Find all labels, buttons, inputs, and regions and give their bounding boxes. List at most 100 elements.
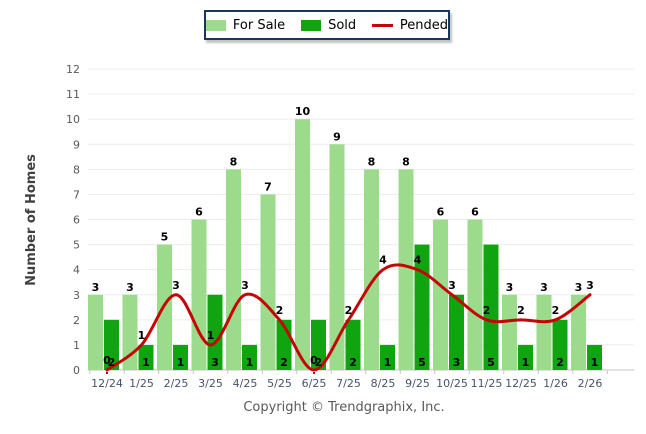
for-sale-bar [260, 194, 276, 370]
x-tick-label: 6/25 [302, 377, 327, 390]
for-sale-value-label: 6 [471, 206, 479, 219]
sold-swatch [301, 19, 322, 31]
sold-bar [552, 319, 568, 370]
x-tick-label: 11/25 [471, 377, 503, 390]
sold-value-label: 1 [591, 356, 599, 369]
pended-line-swatch [372, 23, 393, 27]
sold-value-label: 2 [315, 356, 323, 369]
x-axis-ticks [89, 370, 608, 374]
pended-value-label: 2 [276, 304, 284, 317]
for-sale-swatch [206, 19, 226, 31]
for-sale-value-label: 7 [264, 180, 272, 193]
sold-value-label: 3 [211, 356, 219, 369]
pended-value-label: 3 [241, 279, 249, 292]
sold-bar [380, 344, 395, 370]
sold-value-label: 5 [487, 356, 495, 369]
sold-bar [449, 294, 464, 370]
pended-zero-marker [313, 372, 315, 374]
sold-bar [104, 319, 119, 370]
sold-value-label: 1 [246, 356, 254, 369]
x-tick-label: 9/25 [405, 377, 430, 390]
pended-value-label: 0 [103, 354, 111, 367]
y-tick-label: 7 [73, 188, 80, 201]
for-sale-bar [433, 219, 448, 370]
sold-value-label: 1 [522, 356, 530, 369]
x-tick-label: 5/25 [267, 377, 292, 390]
pended-value-label: 3 [172, 279, 180, 292]
for-sale-bar [536, 294, 552, 370]
pended-value-label: 4 [414, 254, 422, 267]
chart-canvas: Number of Homes 012345678910111232031151… [24, 63, 634, 390]
x-tick-label: 10/25 [436, 377, 468, 390]
x-tick-label: 1/26 [543, 377, 568, 390]
for-sale-bar [467, 219, 483, 370]
sold-bar [173, 344, 188, 370]
sold-value-label: 1 [177, 356, 185, 369]
for-sale-bar [571, 294, 586, 370]
y-tick-label: 3 [73, 289, 80, 302]
pended-value-label: 1 [207, 329, 215, 342]
for-sale-value-label: 10 [295, 105, 311, 118]
sold-value-label: 2 [556, 356, 564, 369]
sold-bars [104, 244, 602, 370]
y-tick-label: 8 [73, 163, 80, 176]
for-sale-bars [88, 119, 586, 371]
y-tick-label: 1 [73, 339, 80, 352]
sold-bar [414, 244, 430, 370]
y-tick-label: 5 [73, 239, 80, 252]
y-tick-label: 0 [73, 364, 80, 377]
legend-label-pended: Pended [399, 17, 449, 33]
sold-bar [242, 344, 257, 370]
pended-value-label: 3 [448, 279, 456, 292]
y-tick-label: 12 [66, 63, 80, 76]
for-sale-value-label: 8 [368, 155, 376, 168]
pended-zero-marker [106, 372, 108, 374]
for-sale-value-label: 3 [506, 281, 514, 294]
for-sale-bar [364, 169, 379, 370]
sold-bar [345, 319, 361, 370]
sold-bar [587, 344, 602, 370]
for-sale-value-label: 5 [161, 231, 169, 244]
x-tick-label: 1/25 [129, 377, 154, 390]
pended-value-label: 4 [379, 254, 387, 267]
y-tick-label: 6 [73, 214, 80, 227]
for-sale-bar [226, 169, 241, 370]
y-tick-label: 10 [66, 113, 80, 126]
x-tick-label: 12/25 [505, 377, 537, 390]
pended-value-label: 2 [517, 304, 525, 317]
for-sale-bar [502, 294, 517, 370]
x-tick-label: 4/25 [233, 377, 258, 390]
sold-value-label: 3 [453, 356, 461, 369]
for-sale-value-label: 9 [333, 130, 341, 143]
for-sale-bar [398, 169, 414, 370]
x-tick-label: 12/24 [91, 377, 123, 390]
x-tick-label: 7/25 [336, 377, 361, 390]
for-sale-value-label: 3 [92, 281, 100, 294]
pended-value-label: 3 [586, 279, 594, 292]
pended-line-path [105, 263, 592, 372]
for-sale-value-label: 3 [575, 281, 583, 294]
y-tick-label: 9 [73, 138, 80, 151]
for-sale-bar [329, 144, 345, 370]
for-sale-value-label: 8 [230, 155, 238, 168]
pended-line [105, 263, 592, 374]
y-tick-label: 4 [73, 264, 80, 277]
sold-bar [483, 244, 499, 370]
legend-label-sold: Sold [328, 17, 357, 33]
x-tick-label: 3/25 [198, 377, 223, 390]
for-sale-value-label: 3 [540, 281, 548, 294]
y-tick-label: 2 [73, 314, 80, 327]
pended-value-label: 1 [138, 329, 146, 342]
for-sale-value-label: 3 [126, 281, 134, 294]
for-sale-bar [191, 219, 207, 370]
chart-legend: For Sale Sold Pended [204, 10, 450, 40]
sold-bar [518, 344, 533, 370]
pended-value-label: 2 [345, 304, 353, 317]
x-tick-label: 8/25 [371, 377, 396, 390]
for-sale-value-label: 8 [402, 155, 410, 168]
sold-bar [138, 344, 154, 370]
legend-label-for-sale: For Sale [232, 17, 286, 33]
x-axis-labels: 12/24 1/25 2/25 3/25 4/25 5/25 6/25 7/25 8/25 9/2… [91, 377, 602, 390]
